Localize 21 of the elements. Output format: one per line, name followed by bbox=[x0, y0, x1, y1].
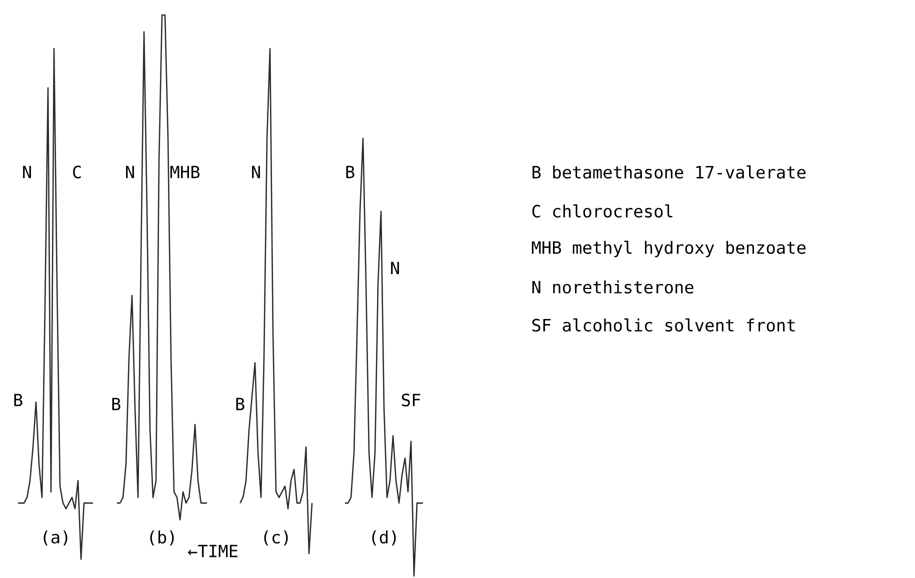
series-label: (c) bbox=[264, 530, 288, 546]
text: MHB methyl hydroxy benzoate bbox=[532, 240, 806, 258]
series-label: (a) bbox=[44, 530, 68, 546]
text: B betamethasone 17-valerate bbox=[532, 165, 806, 179]
text: C chlorocresol bbox=[532, 204, 672, 218]
x-axis-title: ←TIME bbox=[188, 544, 238, 558]
annotation: N bbox=[23, 166, 31, 178]
annotation: N bbox=[391, 262, 399, 274]
annotation: SF bbox=[402, 394, 420, 406]
annotation: B bbox=[236, 398, 244, 410]
annotation: B bbox=[112, 398, 120, 410]
text: N norethisterone bbox=[532, 280, 694, 294]
annotation: N bbox=[126, 166, 134, 178]
text: SF alcoholic solvent front bbox=[532, 318, 795, 332]
annotation: N bbox=[252, 166, 260, 178]
annotation: MHB bbox=[170, 166, 200, 178]
annotation: B bbox=[346, 166, 354, 178]
annotation: C bbox=[73, 166, 81, 178]
series-label: (d) bbox=[372, 530, 396, 546]
series-label: (b) bbox=[150, 530, 174, 546]
annotation: B bbox=[14, 394, 22, 406]
